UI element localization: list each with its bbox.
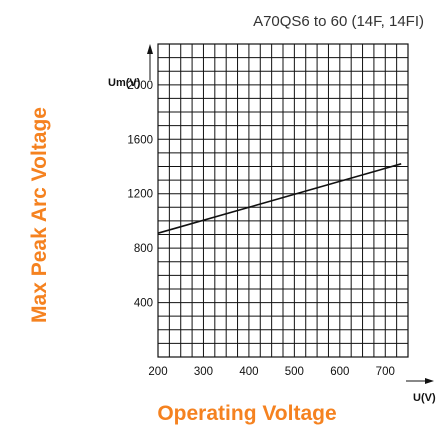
x-tick-label: 200 xyxy=(148,366,167,378)
x-axis-arrowhead xyxy=(425,378,434,384)
y-tick-label: 1600 xyxy=(127,134,153,146)
y-tick-label: 1200 xyxy=(127,189,153,201)
x-unit-label: U(V) xyxy=(413,392,436,404)
chart-title: A70QS6 to 60 (14F, 14FI) xyxy=(253,13,424,30)
x-tick-label: 500 xyxy=(285,366,304,378)
x-tick-label: 400 xyxy=(239,366,258,378)
plot-frame xyxy=(157,43,409,358)
series-line xyxy=(157,163,402,234)
tick-labels: 200 300 400 500 600 700 400 800 1200 1600 2000 xyxy=(127,80,394,378)
x-tick-label: 300 xyxy=(194,366,213,378)
axis-arrows xyxy=(147,44,434,384)
y-unit-label: Um(V) xyxy=(108,77,141,89)
x-tick-label: 600 xyxy=(330,366,349,378)
y-tick-label: 800 xyxy=(134,243,153,255)
y-axis-title: Max Peak Arc Voltage xyxy=(28,107,51,323)
series-layer xyxy=(157,163,402,234)
x-tick-label: 700 xyxy=(376,366,395,378)
y-tick-label: 2000 xyxy=(127,80,153,92)
y-tick-label: 400 xyxy=(134,298,153,310)
y-axis-arrowhead xyxy=(147,44,153,54)
grid-lines xyxy=(158,44,408,357)
x-axis-title: Operating Voltage xyxy=(157,402,336,425)
